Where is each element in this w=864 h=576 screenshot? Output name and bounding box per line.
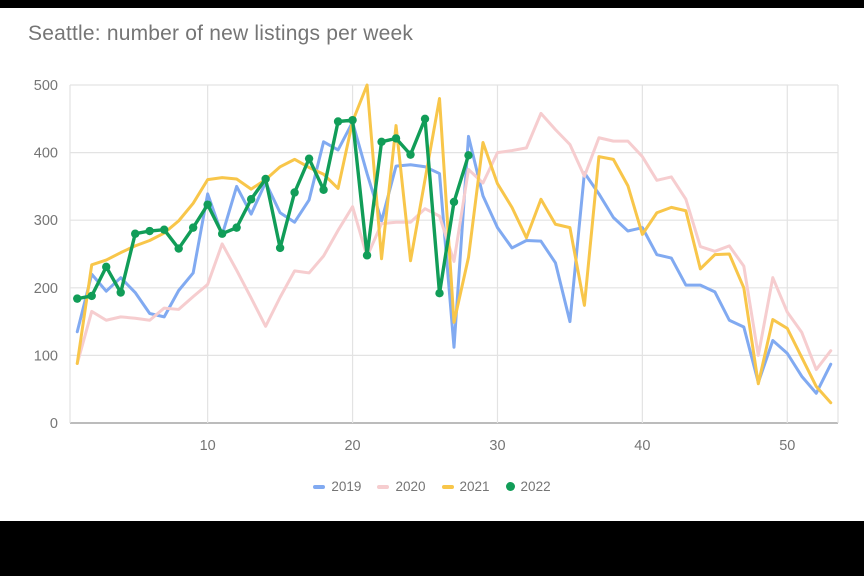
- series-point-2022[interactable]: [174, 244, 183, 253]
- x-axis-tick-label: 50: [779, 438, 795, 454]
- series-point-2022[interactable]: [391, 134, 401, 143]
- chart-title: Seattle: number of new listings per week: [28, 22, 414, 45]
- series-point-2022[interactable]: [348, 115, 357, 125]
- series-point-2022[interactable]: [159, 225, 169, 234]
- series-point-2022[interactable]: [116, 288, 125, 297]
- y-axis-tick-label: 500: [34, 78, 58, 94]
- series-point-2022[interactable]: [87, 291, 96, 301]
- series-point-2022[interactable]: [73, 294, 82, 303]
- series-point-2022[interactable]: [261, 174, 270, 184]
- series-point-2022[interactable]: [333, 117, 343, 126]
- series-line-2022[interactable]: [75, 117, 471, 301]
- series-point-2022[interactable]: [319, 185, 328, 194]
- series-point-2022[interactable]: [246, 195, 256, 204]
- legend-item-2021: 2021: [441, 479, 490, 494]
- series-point-2022[interactable]: [145, 226, 154, 236]
- series-point-2022[interactable]: [131, 229, 140, 238]
- legend-label: 2022: [520, 479, 551, 494]
- x-axis-tick-label: 40: [634, 438, 650, 454]
- legend-swatch-2021: [441, 484, 454, 489]
- series-point-2022[interactable]: [377, 137, 386, 146]
- legend-item-2020: 2020: [377, 479, 426, 494]
- legend-item-2022: 2022: [505, 479, 551, 494]
- x-axis-tick-label: 10: [200, 438, 216, 454]
- legend-swatch-2020: [377, 484, 390, 489]
- series-point-2022[interactable]: [275, 243, 285, 253]
- letterbox-bottom: [0, 521, 864, 576]
- series-point-2022[interactable]: [290, 188, 299, 197]
- series-point-2022[interactable]: [217, 229, 227, 238]
- chart-frame: [0, 8, 864, 521]
- series-point-2022[interactable]: [449, 197, 459, 207]
- legend-label: 2020: [395, 479, 426, 494]
- legend-swatch-2022: [505, 482, 515, 491]
- y-axis-tick-label: 400: [34, 146, 58, 162]
- y-axis-tick-label: 300: [34, 213, 58, 229]
- series-point-2022[interactable]: [102, 262, 111, 272]
- series-point-2022[interactable]: [435, 289, 444, 298]
- series-line-2020[interactable]: [75, 111, 833, 372]
- y-axis-tick-label: 0: [50, 416, 58, 432]
- series-point-2022[interactable]: [420, 114, 430, 124]
- series-line-2021[interactable]: [75, 83, 833, 405]
- legend-label: 2019: [331, 479, 362, 494]
- x-axis-tick-label: 30: [489, 438, 505, 454]
- series-point-2022[interactable]: [406, 150, 415, 159]
- letterbox-top: [0, 0, 864, 8]
- series-point-2022[interactable]: [232, 223, 241, 232]
- series-line-2019[interactable]: [75, 120, 833, 395]
- series-point-2022[interactable]: [362, 251, 372, 260]
- series-point-2022[interactable]: [464, 151, 473, 160]
- y-axis-tick-label: 200: [34, 281, 58, 297]
- series-point-2022[interactable]: [203, 200, 212, 209]
- y-axis-tick-label: 100: [34, 348, 58, 364]
- series-point-2022[interactable]: [188, 223, 198, 232]
- x-axis-tick-label: 20: [344, 438, 360, 454]
- series-point-2022[interactable]: [304, 154, 314, 163]
- legend-swatch-2019: [313, 484, 326, 489]
- legend-item-2019: 2019: [313, 479, 361, 494]
- legend: 2019 2020 2021 2022: [0, 479, 864, 494]
- legend-label: 2021: [459, 479, 490, 494]
